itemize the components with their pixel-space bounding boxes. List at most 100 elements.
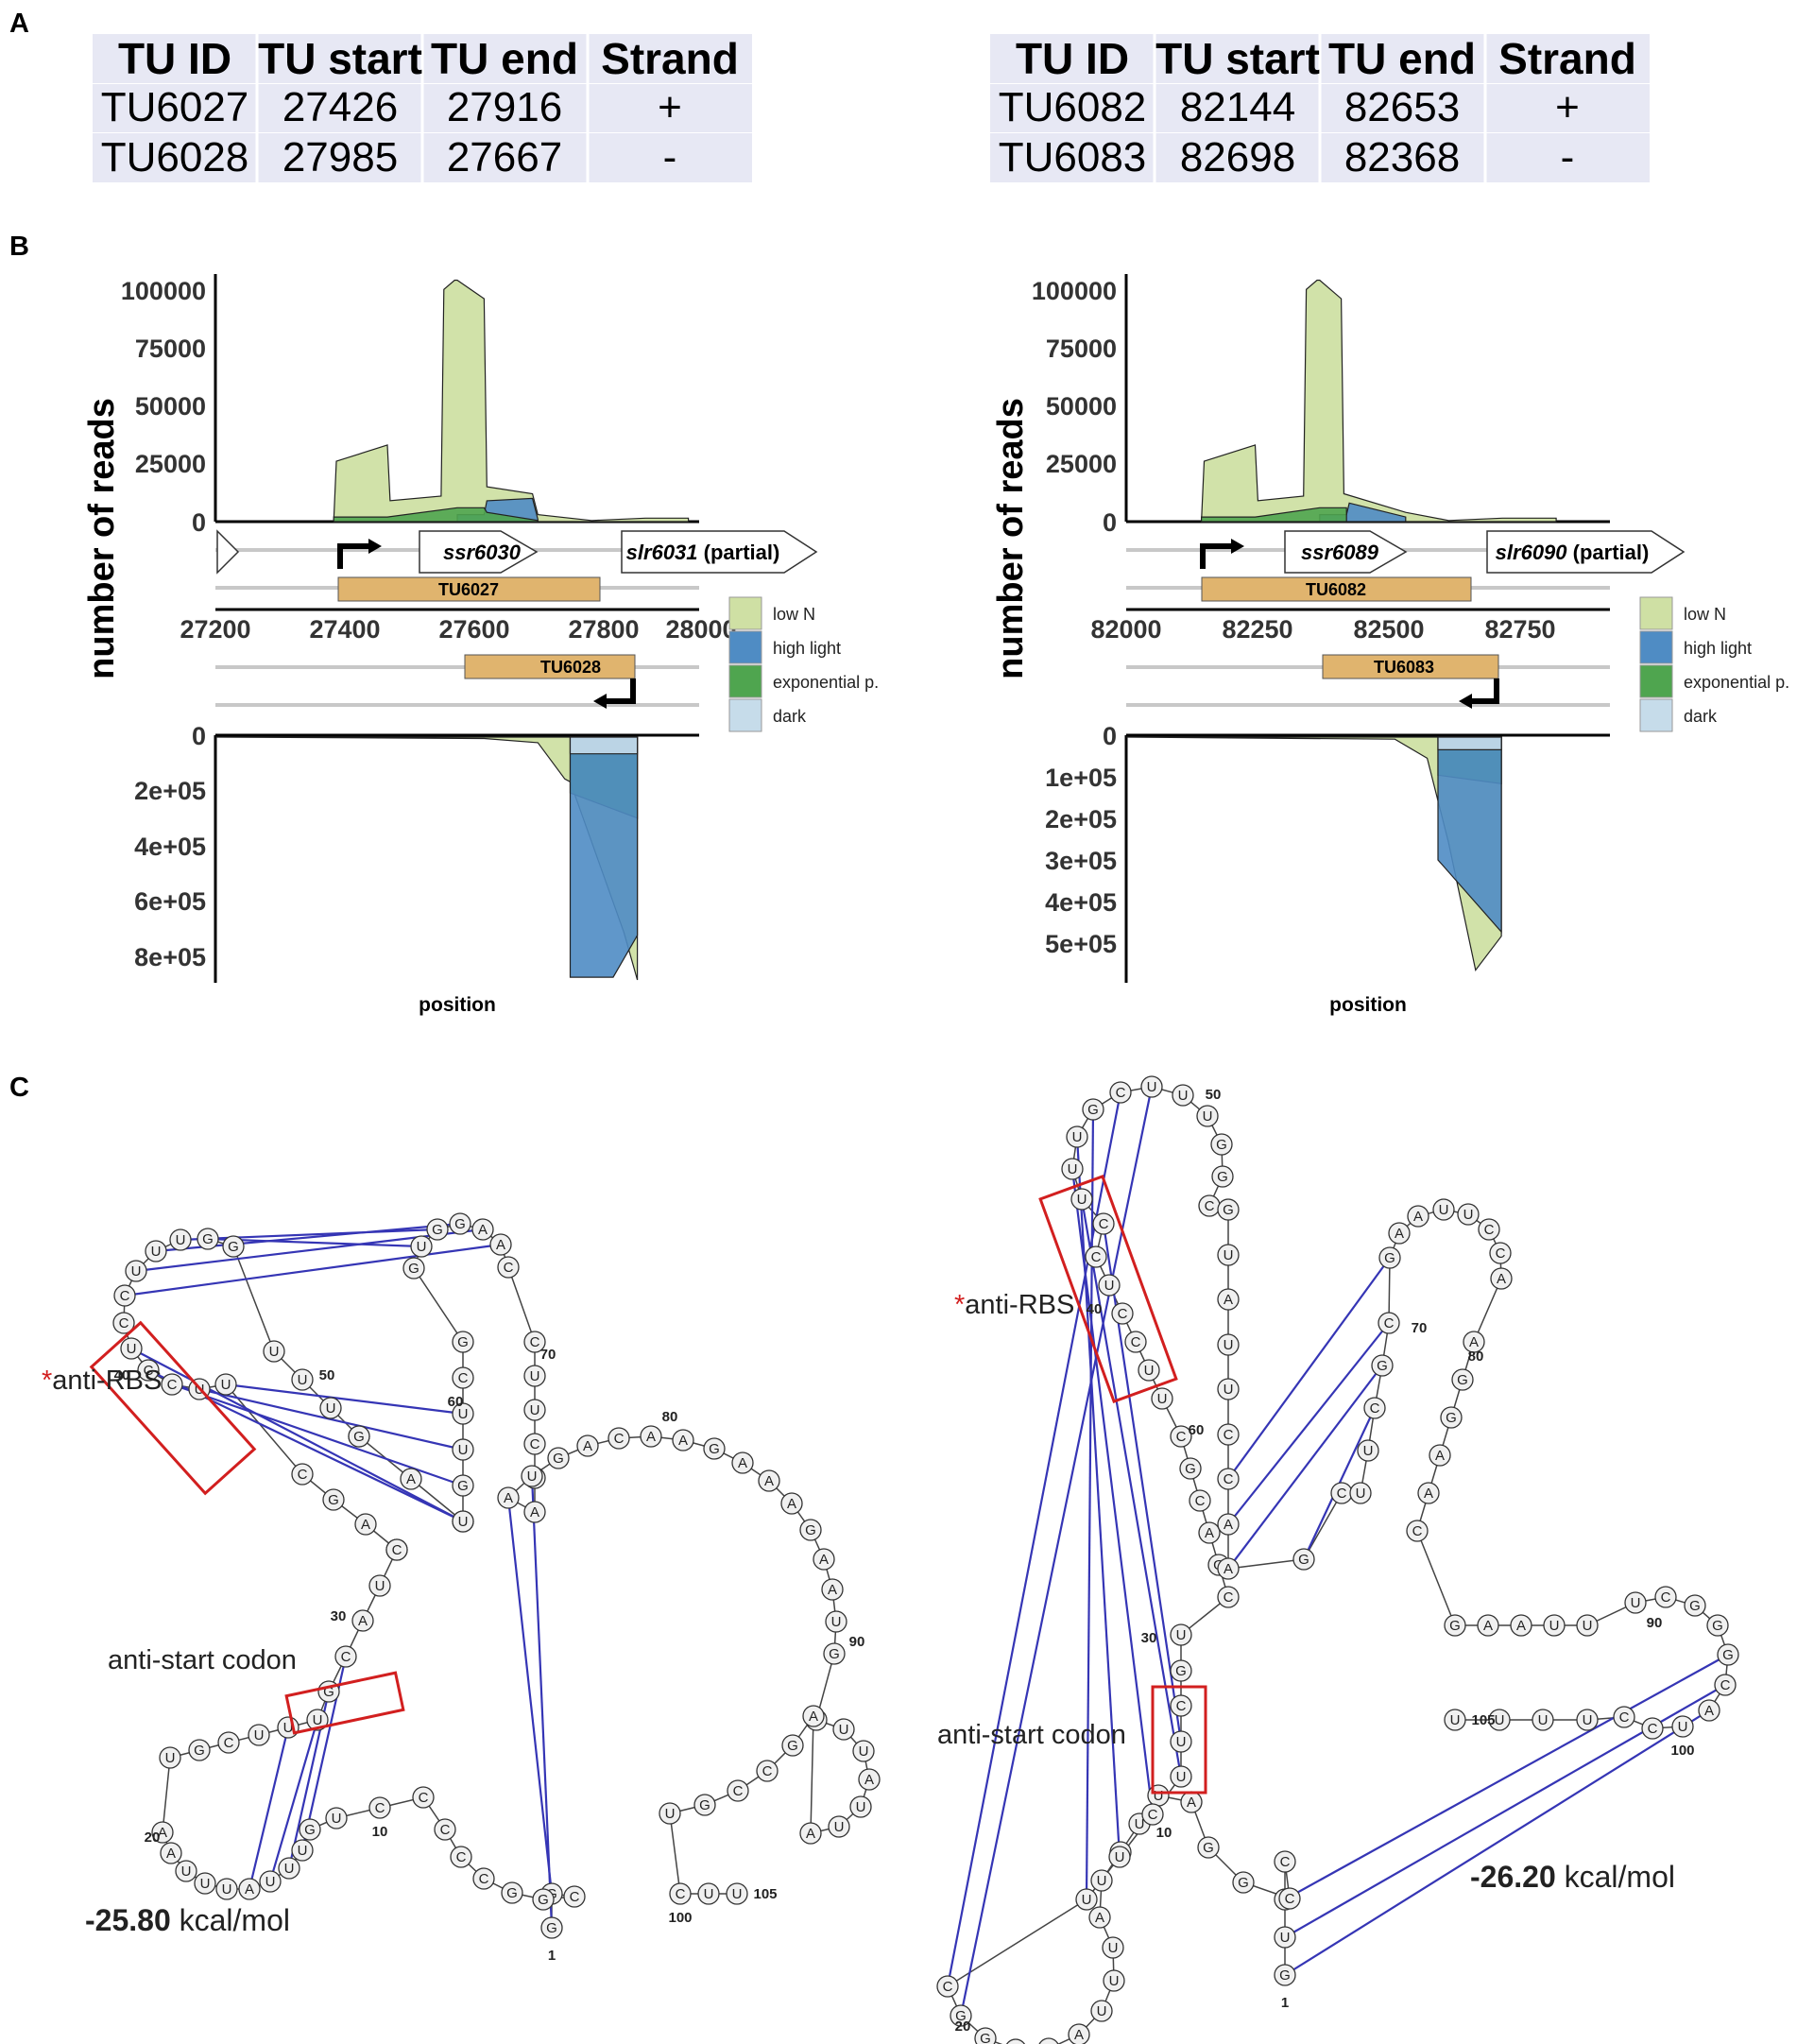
nucleotide (449, 1212, 471, 1235)
nucleotide-letter: G (546, 1920, 557, 1936)
nucleotide-letter: U (1280, 1930, 1291, 1946)
nucleotide-letter: A (1435, 1448, 1445, 1464)
nucleotide (434, 1818, 456, 1841)
nucleotide (1170, 1730, 1192, 1753)
nucleotide-letter: A (806, 1826, 815, 1842)
coverage-area-dark (569, 736, 639, 755)
nucleotide (452, 1366, 474, 1389)
nucleotide-letter: U (1631, 1595, 1641, 1611)
base-pair (225, 1383, 464, 1416)
base-pair (268, 1719, 319, 1882)
nucleotide-letter: A (1469, 1334, 1479, 1350)
nucleotide (1463, 1331, 1485, 1353)
nucleotide (385, 1538, 408, 1561)
nucleotide-letter: U (1157, 1391, 1168, 1407)
y-tick-label: 25000 (135, 450, 206, 478)
nucleotide (278, 1857, 300, 1880)
nucleotide (1477, 1614, 1499, 1637)
x-tick-label: 27200 (180, 615, 250, 644)
nucleotide (1274, 1964, 1296, 1986)
nucleotide-letter: G (1689, 1598, 1701, 1614)
legend-swatch (1639, 596, 1673, 630)
base-pair (1080, 1198, 1183, 1778)
table-header: Strand (601, 34, 739, 83)
nucleotide (563, 1885, 586, 1908)
nucleotide-letter: C (530, 1436, 540, 1452)
annotations-right: *anti-RBS anti-start codon -26.20 kcal/m… (937, 1174, 1675, 1894)
nucleotide-letter: U (527, 1469, 538, 1485)
position-number: 20 (955, 2018, 971, 2035)
nucleotide-letter: U (1463, 1207, 1474, 1223)
coverage-area-exponential-p- (333, 507, 539, 523)
legend-label: exponential p. (773, 673, 879, 692)
nucleotide (852, 1740, 875, 1762)
nucleotide-letter: U (1495, 1712, 1505, 1728)
nucleotide-letter: A (738, 1455, 747, 1471)
coverage-area-low-n (333, 279, 690, 523)
nucleotide (452, 1331, 474, 1353)
y-tick-label: 25000 (1046, 450, 1117, 478)
x-tick-label: 27600 (438, 615, 509, 644)
table-header: TU ID (1016, 34, 1129, 83)
nucleotide-letter: G (457, 1334, 469, 1350)
nucleotide-letter: G (980, 2031, 991, 2044)
nucleotide (523, 1501, 546, 1523)
nucleotide-letter: G (955, 2008, 967, 2024)
tu-bar (464, 654, 636, 679)
nucleotide-letter: G (805, 1522, 816, 1538)
nucleotide (1378, 1246, 1401, 1269)
position-number: 100 (1670, 1743, 1694, 1759)
y-tick-label: 75000 (1046, 335, 1117, 363)
nucleotide (160, 1842, 182, 1864)
nucleotide (1217, 1198, 1240, 1221)
gene-arrow-slr6090 (1486, 530, 1686, 574)
nucleotide-letter: A (166, 1846, 176, 1862)
nucleotide-letter: A (1224, 1517, 1233, 1533)
nucleotide (348, 1425, 370, 1448)
nucleotide-letter: U (326, 1400, 336, 1417)
nucleotide-letter: U (1356, 1486, 1366, 1502)
position-number: 50 (319, 1367, 335, 1383)
nucleotide-letter: C (1370, 1400, 1380, 1417)
nucleotide (1217, 1586, 1240, 1608)
nucleotide-letter: G (553, 1451, 564, 1467)
nucleotide (1417, 1482, 1440, 1504)
nucleotide (823, 1642, 846, 1665)
nucleotide-letter: U (1135, 1816, 1145, 1832)
nucleotide (214, 1373, 237, 1396)
nucleotide-letter: G (1175, 1663, 1187, 1679)
tu-bar (337, 576, 601, 602)
nucleotide (452, 1510, 474, 1533)
y-tick-label: 0 (192, 508, 206, 537)
table-cell: TU6083 (999, 134, 1147, 180)
table-header: Strand (1498, 34, 1636, 83)
nucleotide-letter: U (1224, 1247, 1234, 1263)
nucleotide (1706, 1614, 1729, 1637)
nucleotide-letter: U (1363, 1443, 1374, 1459)
nucleotide-letter: U (458, 1406, 469, 1422)
tss-arrow-icon (337, 543, 370, 569)
nucleotide-letter: G (1279, 1967, 1291, 1984)
nucleotide (849, 1795, 872, 1818)
nucleotide (825, 1610, 847, 1633)
nucleotide-letter: G (1722, 1647, 1734, 1663)
nucleotide (758, 1469, 780, 1492)
nucleotide (1092, 1212, 1115, 1235)
nucleotide-letter: C (1484, 1222, 1495, 1238)
nucleotide-letter: G (1238, 1875, 1249, 1891)
nucleotide-letter: G (1216, 1137, 1227, 1153)
tu-label: TU6083 (1374, 658, 1434, 677)
nucleotide (697, 1882, 720, 1905)
base-pair (171, 1383, 464, 1487)
nucleotide (828, 1815, 850, 1838)
nucleotide (169, 1228, 192, 1251)
nucleotide (1217, 1557, 1240, 1580)
nucleotide-letter: A (1424, 1486, 1433, 1502)
nucleotide-letter: C (341, 1649, 351, 1665)
nucleotide-letter: A (864, 1772, 874, 1788)
y-tick-label: 0 (1103, 722, 1117, 750)
nucleotide (1085, 1245, 1107, 1268)
nucleotide-letter: C (1176, 1698, 1187, 1714)
nucleotide (1440, 1406, 1463, 1429)
rna-structure-right: GUGCCGGAUUUUAUUUAACGGCUUCUUCGUCGACGCUUCC… (936, 1075, 1739, 2044)
